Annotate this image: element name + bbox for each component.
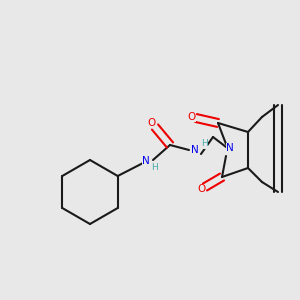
Text: O: O bbox=[148, 118, 156, 128]
Text: H: H bbox=[152, 163, 158, 172]
Text: N: N bbox=[191, 145, 199, 155]
Text: O: O bbox=[188, 112, 196, 122]
Text: N: N bbox=[142, 156, 150, 166]
Text: N: N bbox=[226, 143, 234, 153]
Text: O: O bbox=[197, 184, 205, 194]
Text: H: H bbox=[202, 140, 208, 148]
